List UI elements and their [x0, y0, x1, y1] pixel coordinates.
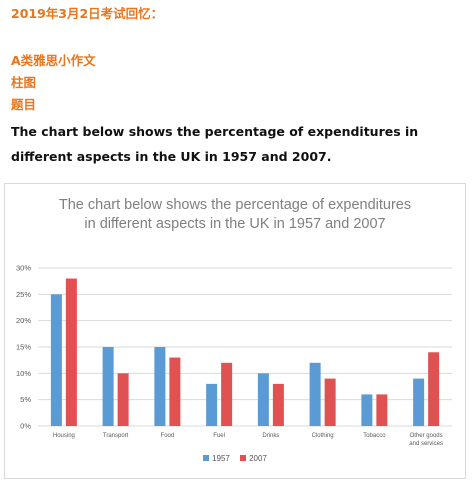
bar-1957-other-goods-and-services: [413, 378, 425, 426]
y-tick-label: 20%: [16, 316, 31, 325]
chart-container: The chart below shows the percentage of …: [4, 183, 466, 479]
chart-title: The chart below shows the percentage of …: [35, 196, 435, 234]
bar-2007-tobacco: [376, 394, 388, 426]
bar-1957-tobacco: [361, 394, 373, 426]
category-label: A类雅思小作文: [11, 53, 96, 68]
legend-item-1957: 1957: [203, 454, 230, 463]
bar-2007-drinks: [272, 383, 284, 426]
y-tick-label: 0%: [20, 422, 31, 431]
legend-swatch-1957: [203, 455, 210, 461]
bar-1957-clothing: [309, 362, 321, 426]
task-statement: The chart below shows the percentage of …: [11, 124, 419, 164]
bar-chart: 0% 5% 10% 15% 20% 25% 30% Housing Transport Food F…: [16, 264, 452, 447]
y-tick-label: 15%: [16, 343, 31, 352]
bar-2007-food: [169, 357, 181, 426]
x-tick-label: Drinks: [262, 433, 279, 439]
topic-label: 题目: [11, 97, 37, 112]
chart-title-line-2: in different aspects in the UK in 1957 a…: [84, 216, 386, 232]
x-tick-label: Other goods: [410, 433, 443, 439]
x-tick-label: Clothing: [312, 433, 334, 439]
chart-kind-label: 柱图: [11, 75, 37, 90]
exam-date-heading: 2019年3月2日考试回忆：: [11, 6, 164, 21]
y-tick-label: 30%: [16, 264, 31, 273]
legend-label-1957: 1957: [212, 454, 230, 463]
legend-item-2007: 2007: [240, 454, 267, 463]
chart-legend: 1957 2007: [5, 454, 465, 463]
bar-1957-housing: [50, 294, 62, 426]
bar-2007-clothing: [324, 378, 336, 426]
bar-1957-food: [154, 347, 166, 426]
bar-2007-transport: [117, 373, 129, 426]
x-tick-label: and services: [409, 441, 443, 447]
chart-title-line-1: The chart below shows the percentage of …: [58, 197, 412, 213]
x-tick-label: Food: [161, 433, 175, 439]
y-tick-label: 5%: [20, 395, 31, 404]
bar-1957-transport: [102, 347, 114, 426]
y-tick-label: 25%: [16, 290, 31, 299]
bar-2007-housing: [65, 278, 77, 426]
x-tick-label: Transport: [103, 433, 129, 439]
legend-swatch-2007: [240, 455, 247, 461]
legend-label-2007: 2007: [249, 454, 267, 463]
bar-2007-other-goods-and-services: [428, 352, 440, 426]
bar-2007-fuel: [221, 362, 233, 426]
bar-1957-fuel: [206, 383, 218, 426]
bar-1957-drinks: [257, 373, 269, 426]
x-tick-label: Housing: [53, 433, 75, 439]
y-tick-label: 10%: [16, 369, 31, 378]
x-tick-label: Fuel: [213, 433, 225, 439]
x-tick-label: Tobacco: [363, 433, 386, 439]
